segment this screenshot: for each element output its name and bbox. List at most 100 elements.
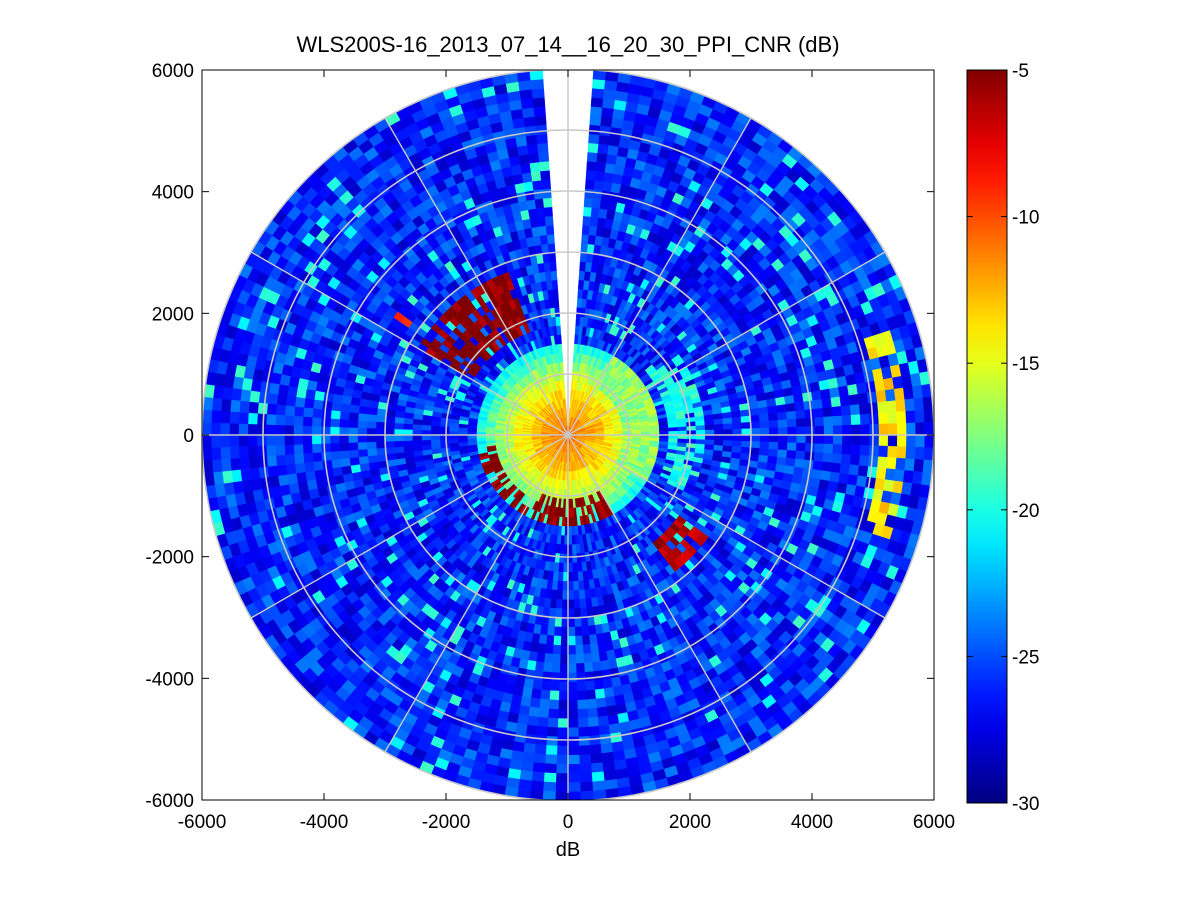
cnr-cell — [550, 672, 560, 683]
cnr-cell — [551, 653, 561, 664]
cnr-cell — [567, 617, 575, 628]
cnr-cell — [556, 325, 562, 336]
cnr-cell — [597, 642, 607, 653]
cnr-cell — [366, 420, 377, 429]
cnr-cell — [823, 416, 834, 427]
cnr-cell — [581, 233, 590, 245]
cnr-cell — [567, 581, 574, 591]
cnr-cell — [467, 437, 477, 443]
cnr-cell — [321, 451, 332, 462]
cnr-cell — [359, 462, 370, 472]
cnr-cell — [821, 461, 833, 473]
cnr-cell — [541, 243, 550, 255]
cnr-cell — [579, 607, 588, 618]
cnr-cell — [541, 188, 552, 199]
cnr-cell — [394, 416, 405, 424]
cnr-cell — [599, 660, 610, 671]
cnr-cell — [538, 225, 548, 236]
cnr-cell — [542, 252, 551, 264]
cnr-cell — [563, 562, 569, 573]
cnr-cell — [571, 535, 576, 545]
cnr-cell — [523, 181, 534, 192]
cnr-cell — [741, 440, 752, 448]
cnr-cell — [578, 589, 586, 600]
cnr-cell — [812, 460, 824, 471]
cnr-cell — [793, 393, 804, 404]
cnr-cell — [312, 399, 324, 410]
cnr-cell — [561, 617, 569, 628]
cnr-cell — [821, 397, 833, 409]
cnr-cell — [394, 452, 406, 460]
cnr-cell — [551, 279, 559, 290]
cnr-cell — [567, 608, 575, 619]
cnr-cell — [585, 597, 593, 609]
cnr-cell — [704, 429, 715, 436]
cnr-cell — [320, 417, 331, 427]
cnr-cell — [366, 434, 377, 443]
cnr-cell — [586, 615, 595, 627]
cnr-cell — [590, 207, 601, 218]
cnr-cell — [567, 590, 574, 600]
cnr-cell — [659, 427, 669, 433]
cnr-cell — [741, 434, 752, 442]
cnr-cell — [574, 617, 582, 628]
cnr-cell — [412, 429, 422, 436]
cnr-cell — [547, 243, 556, 254]
cnr-cell — [357, 448, 369, 458]
cnr-cell — [713, 439, 724, 447]
cnr-cell — [750, 441, 761, 449]
cnr-cell — [320, 443, 331, 453]
cnr-cell — [579, 598, 587, 609]
cnr-cell — [795, 450, 806, 461]
cnr-cell — [448, 438, 459, 444]
cnr-cell — [323, 467, 334, 479]
cnr-cell — [589, 216, 599, 227]
cnr-cell — [575, 653, 585, 664]
cnr-cell — [348, 419, 359, 428]
cnr-cell — [567, 626, 576, 637]
cnr-cell — [723, 434, 733, 441]
cnr-cell — [750, 434, 761, 442]
cnr-cell — [412, 423, 423, 431]
cnr-cell — [385, 446, 396, 455]
cnr-cell — [548, 607, 557, 618]
cnr-cell — [787, 434, 797, 444]
cnr-cell — [591, 198, 602, 209]
cnr-cell — [537, 216, 547, 227]
cnr-cell — [339, 442, 350, 452]
cnr-cell — [598, 651, 608, 662]
cnr-cell — [561, 608, 569, 619]
cnr-cell — [376, 447, 387, 456]
cnr-cell — [330, 442, 341, 452]
cnr-cell — [555, 316, 561, 327]
cnr-cell — [722, 440, 733, 447]
cnr-cell — [375, 441, 386, 449]
cnr-cell — [731, 446, 742, 454]
cnr-cell — [547, 616, 556, 627]
cnr-cell — [581, 224, 591, 236]
cnr-cell — [593, 679, 604, 691]
cnr-cell — [329, 434, 340, 444]
cnr-cell — [572, 580, 580, 591]
cnr-cell — [804, 408, 815, 419]
cnr-cell — [580, 243, 589, 254]
cnr-cell — [558, 562, 564, 573]
cnr-cell — [775, 396, 786, 406]
cnr-cell — [768, 420, 779, 429]
cnr-cell — [539, 234, 549, 245]
cnr-cell — [732, 422, 742, 430]
cnr-cell — [549, 261, 557, 272]
cnr-cell — [357, 427, 368, 436]
cnr-cell — [543, 261, 551, 273]
cnr-cell — [339, 418, 350, 428]
cnr-cell — [558, 681, 569, 692]
cnr-cell — [366, 441, 377, 450]
cnr-cell — [759, 441, 770, 450]
cnr-cell — [811, 390, 822, 401]
cnr-cell — [403, 434, 413, 441]
cnr-cell — [759, 420, 770, 429]
cnr-cell — [768, 427, 779, 436]
cnr-cell — [553, 635, 562, 646]
cnr-cell — [403, 429, 413, 436]
cnr-cell — [439, 443, 450, 449]
